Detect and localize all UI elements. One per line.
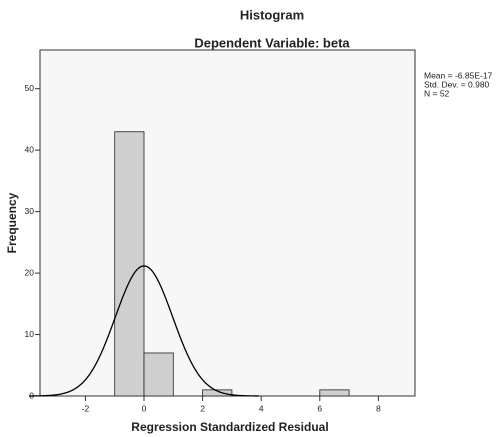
chart-title: Histogram xyxy=(240,7,304,22)
stat-label: Mean = -6.85E-17 xyxy=(424,70,493,80)
x-tick-label: 6 xyxy=(317,403,322,413)
x-axis-title: Regression Standardized Residual xyxy=(131,420,328,434)
x-tick-label: 8 xyxy=(376,403,381,413)
bar xyxy=(143,352,174,397)
y-tick-label: 10 xyxy=(25,329,35,339)
plot-frame xyxy=(39,49,416,397)
y-tick-label: 30 xyxy=(25,206,35,216)
chart-subtitle: Dependent Variable: beta xyxy=(194,35,350,50)
stat-label: Std. Dev. = 0.980 xyxy=(424,79,490,89)
y-tick-label: 50 xyxy=(25,83,35,93)
normal-curve xyxy=(29,265,259,397)
y-axis-title: Frequency xyxy=(5,192,19,253)
x-tick-label: 0 xyxy=(142,403,147,413)
y-tick-label: 0 xyxy=(29,390,34,400)
bar xyxy=(114,131,145,397)
stat-label: N = 52 xyxy=(424,88,450,98)
y-tick-label: 40 xyxy=(25,144,35,154)
y-tick-label: 20 xyxy=(25,267,35,277)
bar xyxy=(202,389,233,397)
bar xyxy=(319,389,350,397)
x-tick-label: -2 xyxy=(82,403,90,413)
x-tick-label: 4 xyxy=(259,403,264,413)
x-tick-label: 2 xyxy=(200,403,205,413)
